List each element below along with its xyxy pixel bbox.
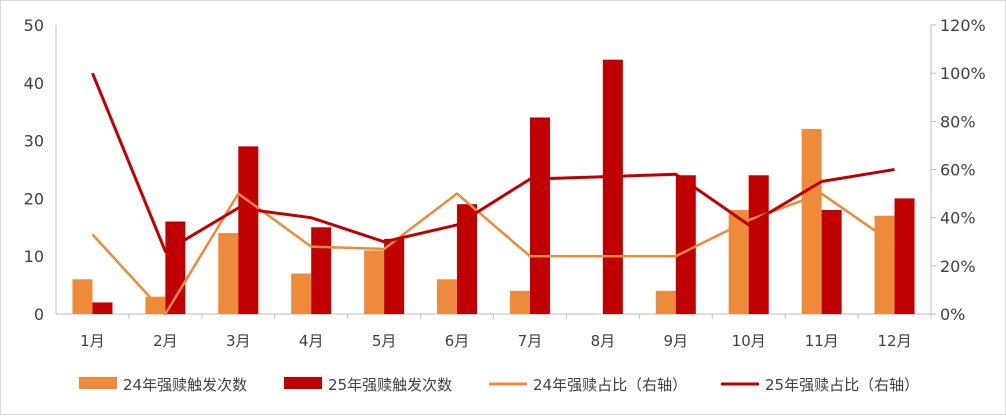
bar-25 xyxy=(821,209,842,314)
x-tick-label: 9月 xyxy=(664,332,689,350)
bar-25 xyxy=(384,238,405,314)
bar-24 xyxy=(291,273,312,314)
line-25 xyxy=(91,72,895,253)
x-tick-label: 12月 xyxy=(877,332,911,350)
y-right-tick-label: 60% xyxy=(940,161,976,180)
x-tick-label: 10月 xyxy=(732,332,766,350)
y-left-tick-label: 50 xyxy=(24,16,44,35)
y-right-tick-label: 100% xyxy=(940,64,986,83)
bar-25 xyxy=(675,175,696,314)
legend-label: 25年强赎触发次数 xyxy=(328,376,452,394)
bar-25 xyxy=(311,227,332,314)
x-tick-label: 6月 xyxy=(445,332,470,350)
legend-label: 24年强赎占比（右轴） xyxy=(533,376,687,394)
legend-label: 24年强赎触发次数 xyxy=(123,376,247,394)
bar-25 xyxy=(748,175,769,314)
x-tick-label: 5月 xyxy=(372,332,397,350)
bar-25 xyxy=(602,59,623,315)
y-right-tick-label: 40% xyxy=(940,209,976,228)
bar-24 xyxy=(509,290,530,314)
y-left-tick-label: 20 xyxy=(24,189,44,208)
legend: 24年强赎触发次数 25年强赎触发次数 24年强赎占比（右轴） 25年强赎占比（右轴） xyxy=(79,376,919,394)
y-right-tick-label: 80% xyxy=(940,112,976,131)
bar-24 xyxy=(874,215,895,314)
bar-24 xyxy=(364,250,385,314)
y-left-tick-label: 10 xyxy=(24,247,44,266)
bar-25 xyxy=(92,302,113,314)
y-right-tick-label: 0% xyxy=(940,305,965,324)
x-tick-label: 11月 xyxy=(805,332,839,350)
bar-25 xyxy=(238,146,259,314)
bar-24 xyxy=(801,129,822,314)
legend-label: 25年强赎占比（右轴） xyxy=(765,376,919,394)
x-tick-label: 7月 xyxy=(518,332,543,350)
bar-25 xyxy=(529,117,550,314)
legend-swatch-bar xyxy=(284,377,322,389)
y-right-tick-label: 120% xyxy=(940,16,986,35)
line-24 xyxy=(91,192,896,316)
y-left-tick-label: 30 xyxy=(24,132,44,151)
x-tick-label: 1月 xyxy=(80,332,105,350)
bar-25 xyxy=(457,204,478,314)
bar-25 xyxy=(165,221,186,314)
y-right-tick-label: 20% xyxy=(940,257,976,276)
bar-24 xyxy=(437,279,458,314)
lines-group xyxy=(91,72,896,316)
bar-24 xyxy=(72,279,93,314)
bars-group xyxy=(72,59,915,315)
x-tick-label: 3月 xyxy=(226,332,251,350)
axes-group: 0 10 20 30 40 50 0% 20% 40% 60% 80% 100% 120% 1月 2月 3月 4… xyxy=(24,16,986,350)
bar-24 xyxy=(218,233,239,314)
x-tick-label: 8月 xyxy=(591,332,616,350)
y-left-tick-label: 0 xyxy=(34,305,44,324)
bar-25 xyxy=(894,198,915,314)
x-tick-label: 2月 xyxy=(153,332,178,350)
y-left-tick-label: 40 xyxy=(24,74,44,93)
bar-24 xyxy=(728,209,749,314)
legend-swatch-bar xyxy=(79,377,117,389)
x-tick-label: 4月 xyxy=(299,332,324,350)
bar-24 xyxy=(655,290,676,314)
